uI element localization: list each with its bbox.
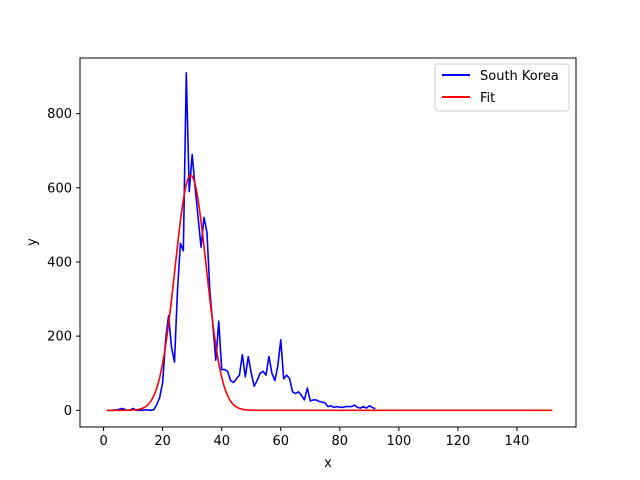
plot-frame (79, 57, 577, 428)
y-tick-label: 800 (47, 107, 72, 122)
x-tick-label: 40 (213, 434, 230, 449)
y-tick-label: 600 (47, 181, 72, 196)
x-tick-label: 100 (386, 434, 411, 449)
series-line-south-korea (106, 72, 376, 412)
x-tick-label: 60 (272, 434, 289, 449)
x-tick-label: 140 (505, 434, 530, 449)
legend-label-south-korea: South Korea (480, 69, 559, 84)
x-tick-label: 80 (332, 434, 349, 449)
y-tick-label: 400 (47, 255, 72, 270)
legend: South Korea Fit (434, 63, 570, 112)
x-tick-label: 0 (99, 434, 107, 449)
axis-ticks: 0 20 40 60 80 100 120 140 0 200 400 600 800 (47, 57, 577, 449)
y-axis-label: y (25, 238, 40, 246)
y-tick-label: 0 (64, 404, 72, 419)
legend-label-fit: Fit (480, 91, 495, 106)
y-tick-label: 200 (47, 330, 72, 345)
x-tick-label: 120 (445, 434, 470, 449)
plot-area (106, 72, 553, 412)
x-tick-label: 20 (154, 434, 171, 449)
series-line-fit (106, 174, 553, 412)
x-axis-label: x (324, 456, 332, 471)
